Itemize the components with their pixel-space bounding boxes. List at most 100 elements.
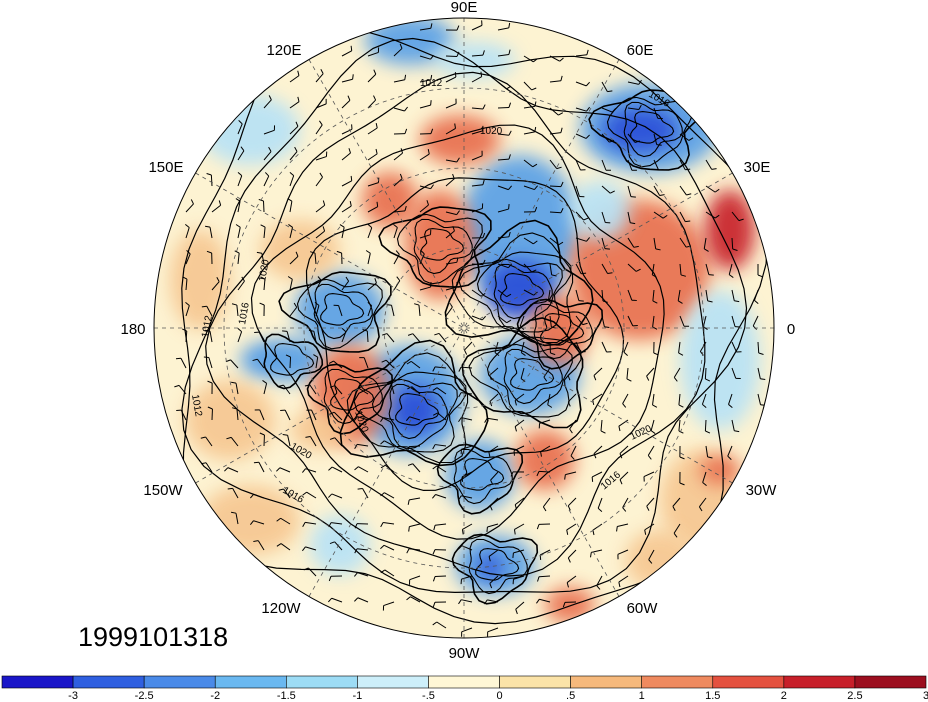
wind-barb xyxy=(618,575,629,588)
wind-barb xyxy=(367,278,377,291)
wind-barb xyxy=(289,171,295,187)
wind-barb xyxy=(536,470,551,477)
wind-barb xyxy=(549,75,563,83)
wind-barb xyxy=(626,367,632,382)
wind-barb xyxy=(445,51,460,57)
wind-barb xyxy=(211,200,222,213)
wind-barb xyxy=(445,98,457,109)
wind-barb xyxy=(289,121,299,135)
wind-barb xyxy=(497,204,510,213)
wind-barb xyxy=(566,575,577,588)
wind-barb xyxy=(302,521,317,528)
wind-barb xyxy=(285,354,292,369)
wind-barb xyxy=(393,43,403,57)
wind-barb xyxy=(407,386,421,395)
colorbar-swatch xyxy=(72,675,145,689)
wind-barb xyxy=(185,250,191,265)
wind-barb xyxy=(419,149,430,161)
wind-barb xyxy=(471,125,484,135)
anomaly-patch xyxy=(260,220,340,280)
wind-barb xyxy=(260,276,266,291)
wind-barb xyxy=(458,417,473,423)
wind-barb xyxy=(489,497,499,511)
isobar-contour xyxy=(516,298,604,370)
wind-barb xyxy=(679,133,694,141)
wind-barb xyxy=(367,47,380,57)
wind-barb xyxy=(381,359,395,369)
isobar-contour xyxy=(630,111,675,144)
colorbar-swatch xyxy=(641,675,714,689)
wind-barb xyxy=(523,185,539,191)
wind-barb xyxy=(419,74,433,83)
wind-barb xyxy=(393,74,407,83)
wind-barb xyxy=(678,393,684,408)
wind-barb xyxy=(497,49,511,57)
wind-barb xyxy=(289,251,299,265)
wind-barb xyxy=(653,237,661,251)
wind-barb xyxy=(569,419,577,434)
wind-barb xyxy=(618,419,629,432)
wind-barb xyxy=(406,596,421,603)
wind-barb xyxy=(562,601,577,608)
wind-barb xyxy=(512,549,525,558)
longitude-labels: 90E 60E 30E 0 30W 60W 90W 120W 150W 180 … xyxy=(120,0,795,662)
wind-barb xyxy=(497,289,512,298)
wind-barb xyxy=(601,159,611,171)
wind-barb xyxy=(175,357,187,369)
wind-barb xyxy=(431,494,447,499)
wind-barb xyxy=(380,544,395,551)
wind-barb xyxy=(673,523,681,538)
colorbar-swatch xyxy=(214,675,287,689)
wind-barb xyxy=(627,315,638,327)
wind-barb xyxy=(254,331,265,343)
wind-barb xyxy=(460,445,473,455)
wind-barb xyxy=(497,185,513,191)
graticule xyxy=(154,18,774,638)
colorbar-tick-label: -2.5 xyxy=(135,690,154,702)
anomaly-patch xyxy=(405,190,475,300)
wind-barb xyxy=(328,360,343,369)
wind-barb xyxy=(432,366,447,372)
wind-barb xyxy=(380,521,395,528)
wind-barb xyxy=(564,471,577,480)
wind-barb xyxy=(549,207,564,214)
wind-barb xyxy=(304,384,317,395)
wind-barb xyxy=(567,549,577,563)
isobar-contour xyxy=(330,378,375,411)
wind-barb xyxy=(728,393,733,409)
colorbar-tick-label: 1 xyxy=(639,690,645,702)
wind-barb xyxy=(512,575,525,585)
wind-barb xyxy=(237,146,245,161)
wind-barb xyxy=(206,250,213,265)
wind-barb xyxy=(494,341,500,356)
wind-barb xyxy=(205,329,213,343)
wind-barb xyxy=(627,133,640,143)
isobar-label: 1016 xyxy=(237,301,252,325)
wind-barb xyxy=(650,419,656,434)
lon-label-150w: 150W xyxy=(143,482,183,499)
wind-barb xyxy=(648,549,655,564)
wind-barb xyxy=(341,327,347,343)
wind-barb xyxy=(623,341,629,356)
anomaly-patch xyxy=(200,95,300,165)
anomaly-patch xyxy=(625,530,695,590)
isobar-contour xyxy=(278,271,392,353)
wind-barb xyxy=(652,315,658,330)
anomaly-patch xyxy=(390,385,440,435)
lon-label-180: 180 xyxy=(120,321,145,338)
colorbar-tick-label: 2 xyxy=(781,690,787,702)
isobar-contour xyxy=(444,219,594,347)
wind-barb xyxy=(705,445,713,459)
wind-barb xyxy=(471,20,483,31)
wind-barb xyxy=(523,263,537,273)
wind-barb xyxy=(445,123,456,135)
wind-barb xyxy=(263,172,270,187)
wind-barb xyxy=(461,523,473,535)
isobar-label: 1012 xyxy=(200,314,215,338)
wind-barb xyxy=(703,237,709,252)
wind-barb xyxy=(333,304,343,317)
wind-barb xyxy=(538,419,551,429)
wind-barb xyxy=(523,81,537,91)
wind-barb xyxy=(601,289,608,303)
wind-barb xyxy=(487,627,499,637)
